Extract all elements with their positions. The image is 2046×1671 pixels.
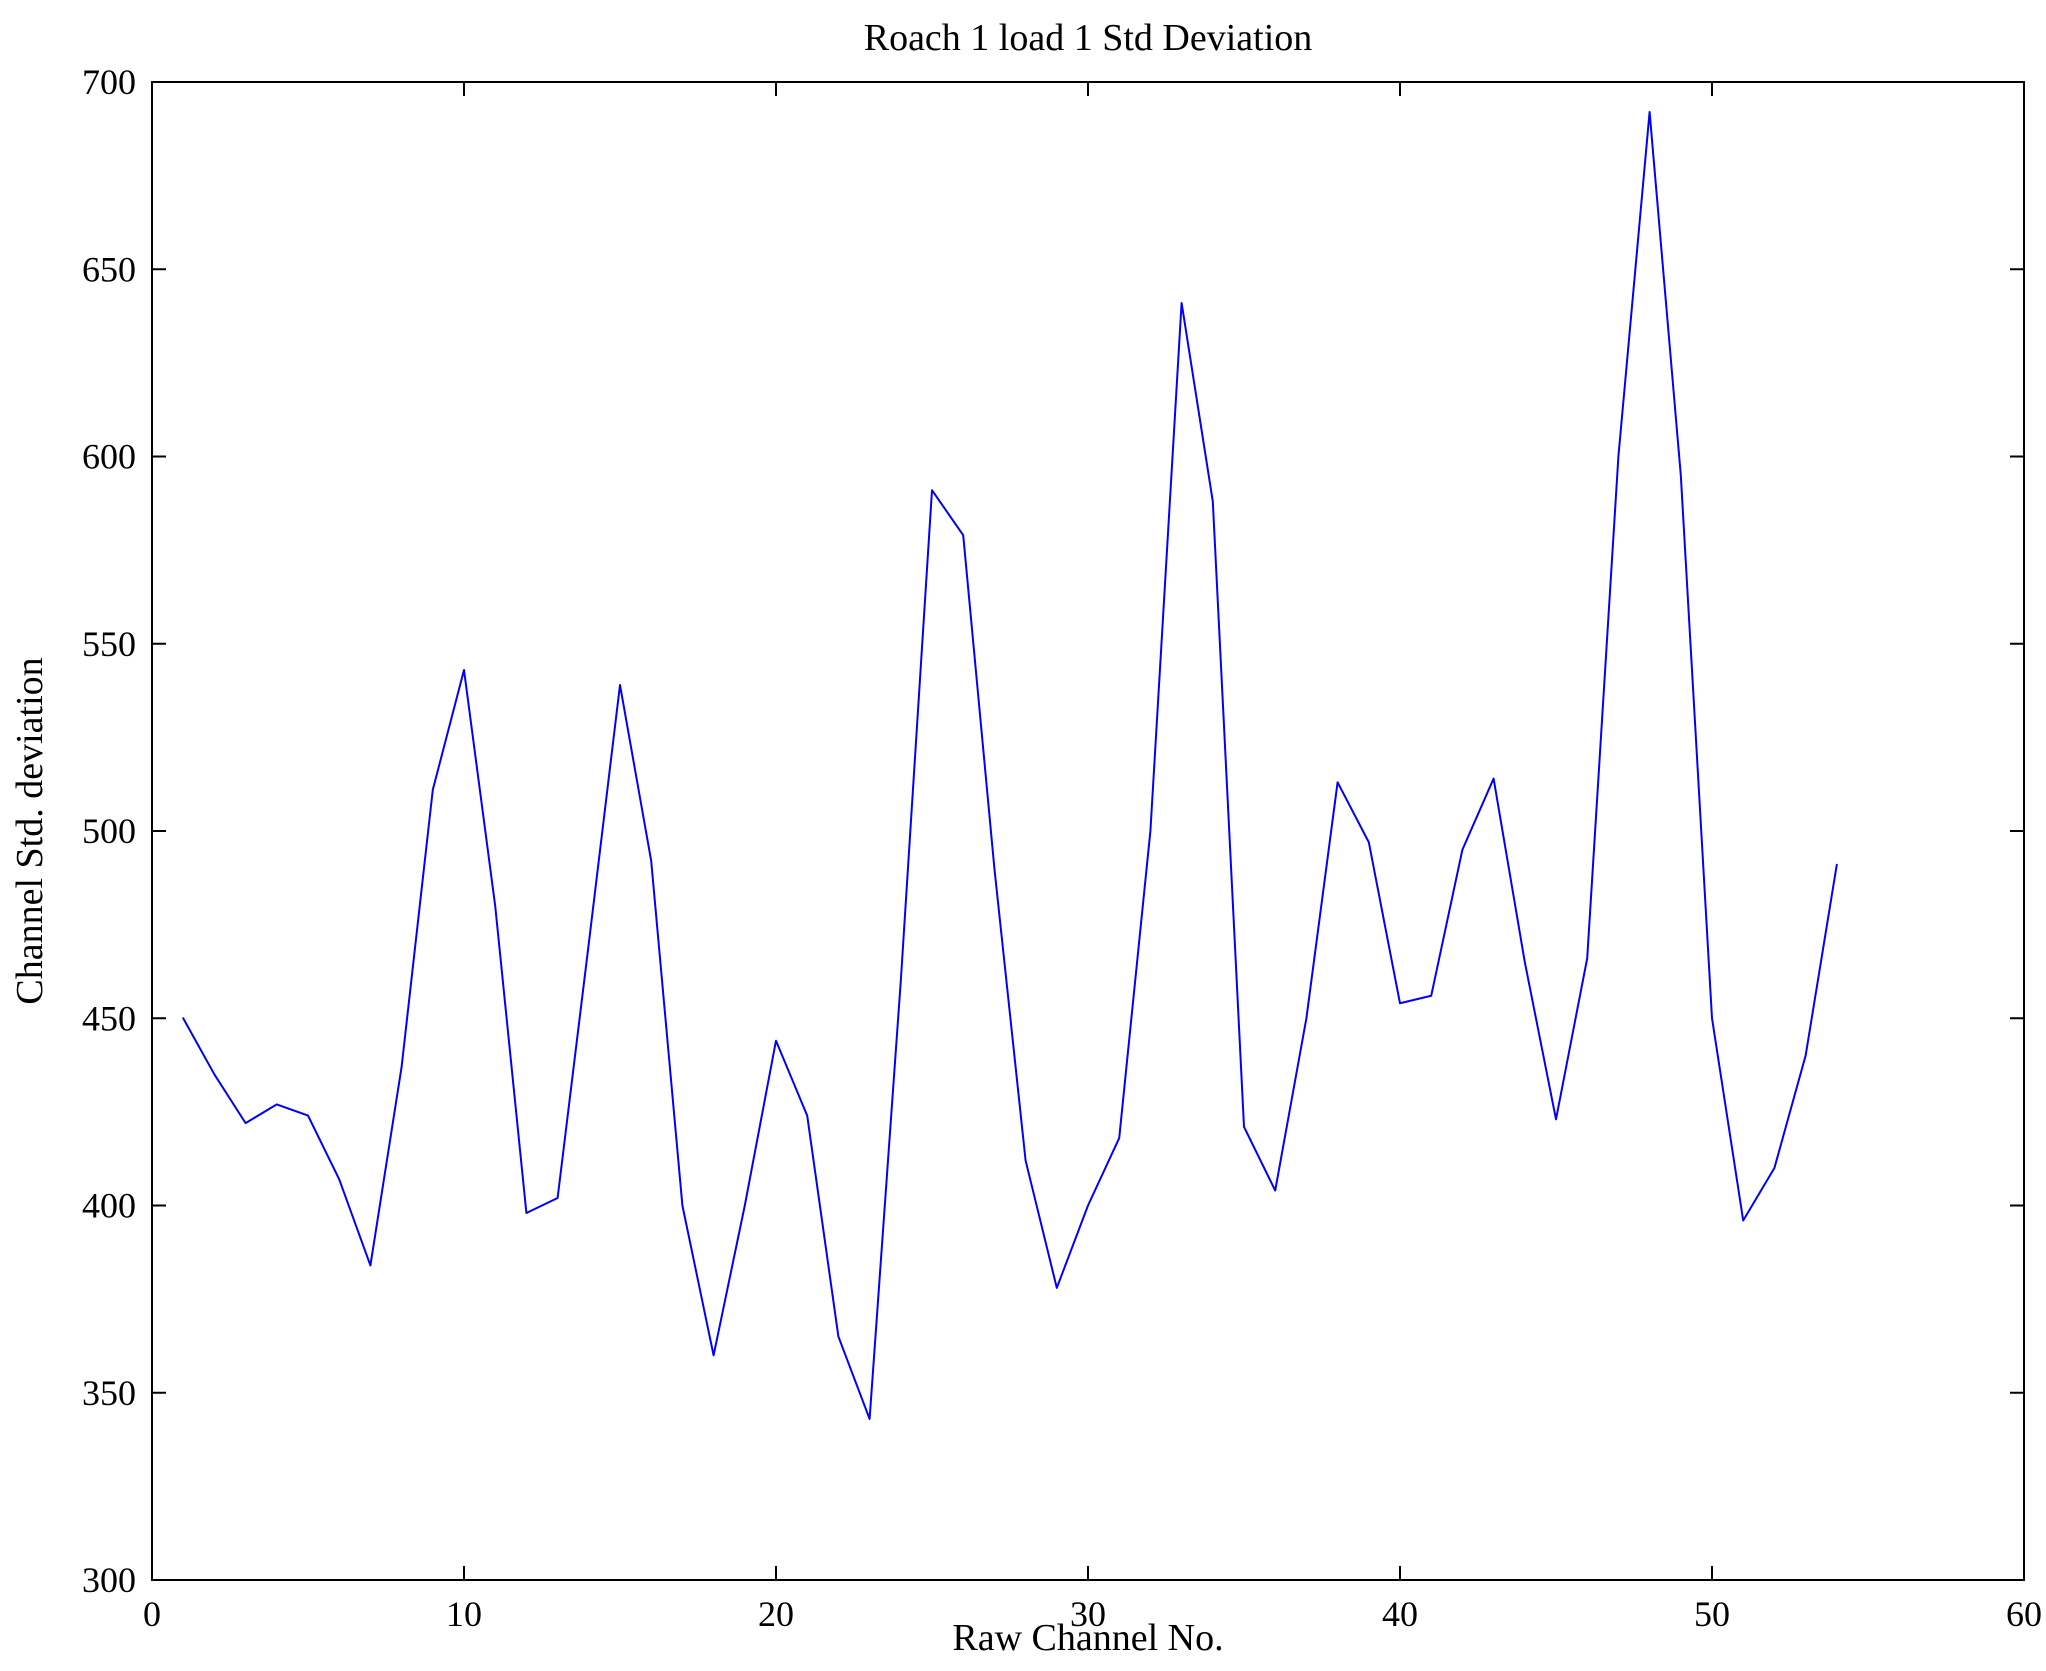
y-tick-label: 350 [82, 1373, 136, 1413]
chart-title: Roach 1 load 1 Std Deviation [864, 17, 1313, 59]
x-tick-label: 50 [1694, 1594, 1730, 1634]
x-tick-label: 30 [1070, 1594, 1106, 1634]
y-tick-label: 450 [82, 998, 136, 1038]
y-tick-label: 550 [82, 624, 136, 664]
y-tick-label: 300 [82, 1560, 136, 1600]
x-tick-label: 10 [446, 1594, 482, 1634]
y-axis-label: Channel Std. deviation [9, 657, 51, 1004]
y-tick-label: 400 [82, 1186, 136, 1226]
x-tick-label: 20 [758, 1594, 794, 1634]
y-tick-label: 600 [82, 437, 136, 477]
y-tick-label: 500 [82, 811, 136, 851]
x-axis-label: Raw Channel No. [952, 1617, 1223, 1659]
data-line [182, 110, 1838, 1420]
axes-box [151, 81, 2025, 1581]
x-tick-label: 60 [2006, 1594, 2042, 1634]
y-tick-label: 650 [82, 249, 136, 289]
plot-area: 0 10 20 30 40 50 60 300 350 400 450 500 550 600 650 700 [82, 62, 2042, 1634]
x-tick-label: 0 [143, 1594, 161, 1634]
x-tick-label: 40 [1382, 1594, 1418, 1634]
y-tick-label: 700 [82, 62, 136, 102]
